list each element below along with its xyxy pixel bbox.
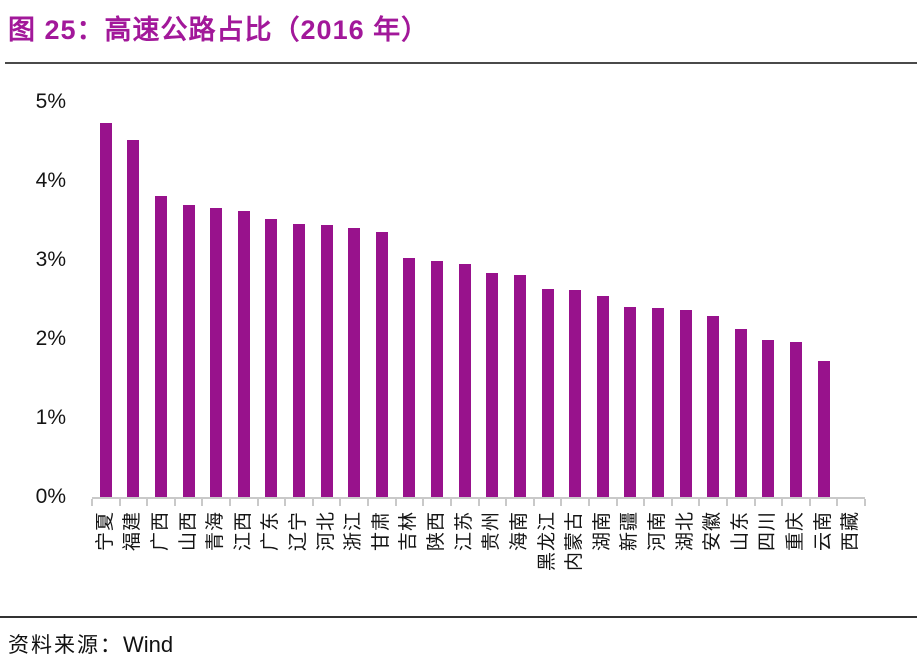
x-axis-tick: [201, 499, 204, 506]
bar: [651, 308, 664, 497]
x-axis-tick: [560, 499, 563, 506]
x-axis-label-text: 四川: [757, 511, 779, 552]
x-axis-label-text: 西藏: [840, 511, 862, 552]
bar: [348, 228, 361, 497]
x-axis-label-text: 福建: [122, 511, 144, 552]
bar: [762, 340, 775, 497]
x-axis-tick: [394, 499, 397, 506]
x-axis-tick: [836, 499, 839, 506]
x-axis-tick: [367, 499, 370, 506]
x-axis-tick: [808, 499, 811, 506]
bar: [458, 264, 471, 497]
x-axis-label-text: 广东: [260, 511, 282, 552]
x-axis-tick: [643, 499, 646, 506]
y-axis-label: 1%: [35, 406, 66, 429]
x-axis-tick: [587, 499, 590, 506]
x-axis-tick: [339, 499, 342, 506]
y-axis-label: 3%: [35, 248, 66, 271]
bar: [569, 290, 582, 497]
bar: [431, 261, 444, 497]
bar: [237, 211, 250, 497]
bar: [127, 140, 140, 497]
y-axis-label: 5%: [35, 90, 66, 113]
bar: [679, 310, 692, 497]
bar: [293, 224, 306, 497]
x-axis-tick: [753, 499, 756, 506]
page-title: 图 25：高速公路占比（2016 年）: [8, 15, 430, 45]
y-axis-label: 4%: [35, 169, 66, 192]
x-axis-label-text: 湖南: [591, 511, 613, 552]
x-axis-label-text: 广西: [150, 511, 172, 552]
bar: [789, 342, 802, 497]
y-axis-label: 0%: [35, 485, 66, 508]
x-axis-label-text: 贵州: [481, 511, 503, 552]
x-axis-label-text: 河北: [315, 511, 337, 552]
x-axis-tick: [422, 499, 425, 506]
bar: [182, 205, 195, 497]
bar: [596, 296, 609, 497]
source-line: 资料来源：Wind: [8, 629, 173, 659]
bar: [210, 208, 223, 497]
x-axis-label-text: 安徽: [702, 511, 724, 552]
bar: [99, 123, 112, 497]
x-axis-tick: [725, 499, 728, 506]
x-axis-label-text: 陕西: [426, 511, 448, 552]
bar: [155, 196, 168, 497]
x-axis-label-text: 宁夏: [94, 511, 116, 552]
source-name: Wind: [123, 632, 174, 657]
x-axis-label-text: 吉林: [398, 511, 420, 552]
x-axis-label-text: 浙江: [343, 511, 365, 552]
x-axis-label-text: 黑龙江: [536, 511, 558, 572]
x-axis-tick: [256, 499, 259, 506]
x-axis-label-text: 重庆: [784, 511, 806, 552]
x-axis-tick: [864, 499, 866, 506]
x-axis-line: [92, 497, 865, 499]
bar: [734, 329, 747, 497]
bar: [403, 258, 416, 497]
x-axis-label-text: 甘肃: [370, 511, 392, 552]
x-axis-tick: [449, 499, 452, 506]
bar: [817, 361, 830, 497]
bar: [624, 307, 637, 497]
x-axis-tick: [118, 499, 121, 506]
bar-chart: 0% 1% 2% 3% 4% 5% 宁夏 福建 广西 山西 青海 江西 广东 辽宁 河北 浙江 甘肃 吉林 陕西江…: [0, 70, 922, 615]
footer-divider: [0, 616, 917, 618]
y-axis-label: 2%: [35, 327, 66, 350]
x-axis-tick: [284, 499, 287, 506]
x-axis-label-text: 江苏: [453, 511, 475, 552]
bar: [707, 316, 720, 497]
x-axis-tick: [698, 499, 701, 506]
x-axis-tick: [532, 499, 535, 506]
x-axis-tick: [781, 499, 784, 506]
bar: [320, 225, 333, 497]
bar: [513, 275, 526, 497]
x-axis-label-text: 云南: [812, 511, 834, 552]
x-axis-tick: [91, 499, 93, 506]
x-axis-tick: [146, 499, 149, 506]
x-axis-tick: [477, 499, 480, 506]
x-axis-label-text: 河南: [646, 511, 668, 552]
x-axis-label-text: 山西: [177, 511, 199, 552]
source-label: 资料来源：: [8, 633, 123, 657]
x-axis-label-text: 青海: [205, 511, 227, 552]
bar: [375, 232, 388, 497]
x-axis-tick: [229, 499, 232, 506]
x-axis-tick: [173, 499, 176, 506]
x-axis-tick: [615, 499, 618, 506]
x-axis-label-text: 辽宁: [288, 511, 310, 552]
title-divider: [5, 62, 917, 64]
bar: [265, 219, 278, 497]
x-axis-label-text: 江西: [232, 511, 254, 552]
x-axis-label-text: 湖北: [674, 511, 696, 552]
x-axis-label-text: 新疆: [619, 511, 641, 552]
x-axis-tick: [311, 499, 314, 506]
x-axis-label-text: 山东: [729, 511, 751, 552]
x-axis-label-text: 内蒙古: [564, 511, 586, 572]
bar: [486, 273, 499, 497]
x-axis-tick: [505, 499, 508, 506]
x-axis-tick: [670, 499, 673, 506]
x-axis-label-text: 海南: [508, 511, 530, 552]
bar: [541, 289, 554, 497]
